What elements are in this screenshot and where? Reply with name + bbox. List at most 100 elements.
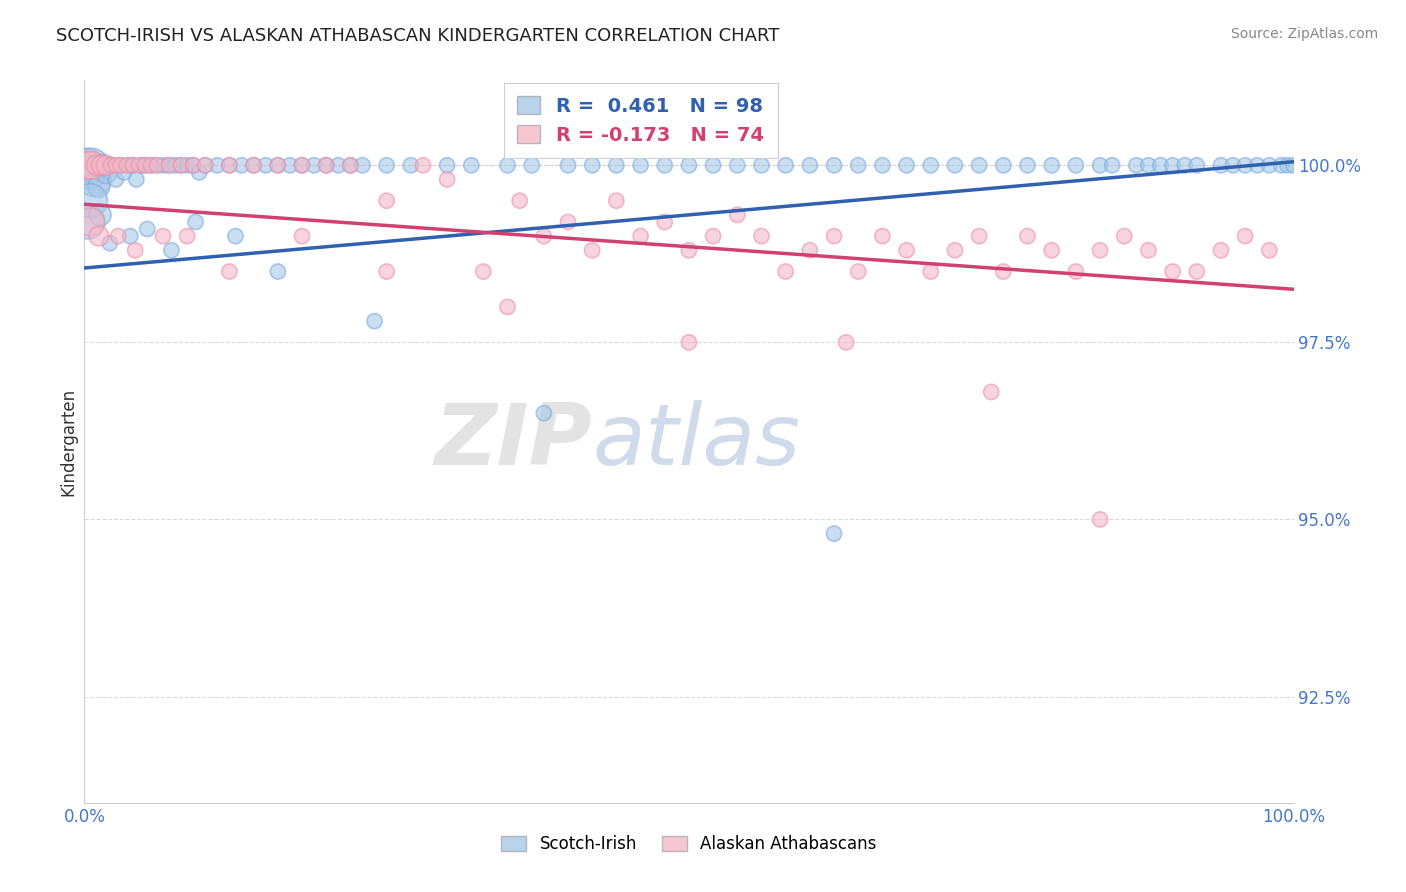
Point	[139, 158, 162, 172]
Point	[375, 158, 398, 172]
Point	[278, 158, 301, 172]
Point	[184, 215, 207, 229]
Point	[1161, 264, 1184, 278]
Point	[77, 158, 100, 172]
Point	[86, 158, 108, 172]
Point	[872, 229, 894, 244]
Point	[375, 264, 398, 278]
Point	[1185, 264, 1208, 278]
Point	[170, 158, 193, 172]
Point	[136, 222, 159, 236]
Point	[146, 158, 169, 172]
Point	[1185, 158, 1208, 172]
Point	[181, 158, 204, 172]
Point	[101, 158, 124, 172]
Point	[124, 244, 146, 258]
Point	[1282, 158, 1305, 172]
Point	[231, 158, 253, 172]
Point	[218, 158, 240, 172]
Point	[1161, 158, 1184, 172]
Point	[328, 158, 350, 172]
Point	[993, 158, 1015, 172]
Point	[1258, 244, 1281, 258]
Point	[1149, 158, 1171, 172]
Point	[678, 244, 700, 258]
Point	[291, 158, 314, 172]
Point	[115, 158, 138, 172]
Point	[1209, 244, 1232, 258]
Point	[533, 406, 555, 420]
Point	[1234, 158, 1257, 172]
Point	[702, 158, 724, 172]
Point	[605, 194, 627, 208]
Point	[129, 158, 152, 172]
Point	[920, 158, 942, 172]
Point	[943, 158, 966, 172]
Point	[496, 300, 519, 314]
Point	[823, 158, 845, 172]
Point	[339, 158, 361, 172]
Point	[412, 158, 434, 172]
Point	[533, 229, 555, 244]
Point	[581, 244, 603, 258]
Point	[339, 158, 361, 172]
Point	[436, 158, 458, 172]
Point	[94, 165, 117, 179]
Point	[702, 229, 724, 244]
Point	[218, 264, 240, 278]
Point	[87, 179, 110, 194]
Point	[1137, 244, 1160, 258]
Point	[194, 158, 217, 172]
Point	[557, 215, 579, 229]
Point	[218, 158, 240, 172]
Point	[79, 215, 101, 229]
Point	[79, 194, 101, 208]
Point	[896, 158, 918, 172]
Point	[80, 158, 103, 172]
Point	[104, 172, 127, 186]
Point	[775, 158, 797, 172]
Point	[799, 158, 821, 172]
Point	[98, 236, 121, 251]
Point	[375, 194, 398, 208]
Point	[120, 229, 142, 244]
Text: atlas: atlas	[592, 400, 800, 483]
Point	[581, 158, 603, 172]
Point	[267, 264, 290, 278]
Point	[134, 158, 156, 172]
Point	[509, 194, 531, 208]
Point	[76, 158, 98, 172]
Point	[1277, 158, 1299, 172]
Point	[967, 158, 990, 172]
Point	[751, 158, 773, 172]
Point	[1101, 158, 1123, 172]
Point	[176, 158, 198, 172]
Point	[170, 158, 193, 172]
Point	[165, 158, 187, 172]
Point	[1125, 158, 1147, 172]
Point	[943, 244, 966, 258]
Point	[1222, 158, 1244, 172]
Point	[181, 158, 204, 172]
Point	[302, 158, 325, 172]
Point	[1137, 158, 1160, 172]
Point	[104, 158, 127, 172]
Point	[1017, 158, 1039, 172]
Point	[1234, 229, 1257, 244]
Point	[207, 158, 229, 172]
Point	[1040, 158, 1063, 172]
Point	[315, 158, 337, 172]
Point	[110, 158, 132, 172]
Point	[1258, 158, 1281, 172]
Point	[117, 158, 139, 172]
Point	[436, 172, 458, 186]
Point	[920, 264, 942, 278]
Point	[242, 158, 264, 172]
Point	[1017, 229, 1039, 244]
Point	[89, 208, 111, 222]
Point	[152, 229, 174, 244]
Point	[678, 158, 700, 172]
Point	[139, 158, 162, 172]
Point	[823, 526, 845, 541]
Point	[1088, 158, 1111, 172]
